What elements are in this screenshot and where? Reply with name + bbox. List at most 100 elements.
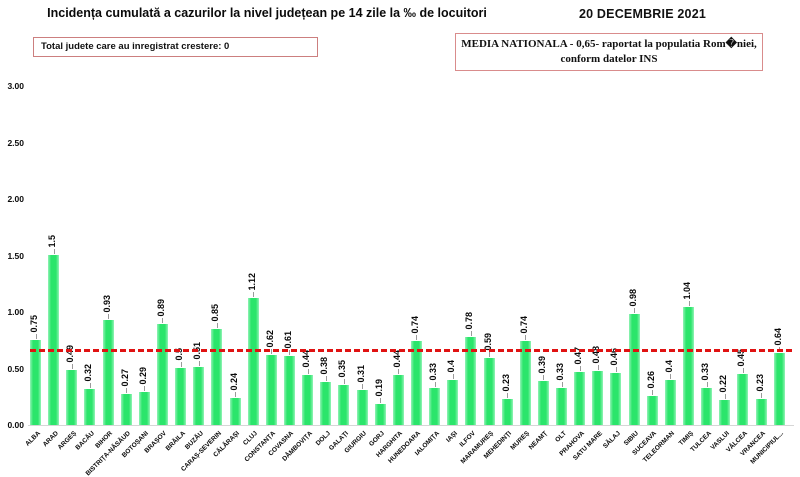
bar-botoșani <box>138 392 150 425</box>
bar-value-label: 0.44 <box>391 350 402 368</box>
bar-mureș <box>519 341 531 425</box>
y-tick-label: 2.50 <box>7 137 24 148</box>
bar-value-label: 0.39 <box>536 356 547 374</box>
bar-buzău <box>193 367 205 425</box>
bar-vâlcea <box>737 374 749 425</box>
value-leader-line <box>253 292 255 297</box>
value-leader-line <box>416 335 418 340</box>
value-leader-line <box>398 369 400 374</box>
bar-value-label: 0.4 <box>446 360 457 373</box>
bar-teleorman <box>664 380 676 425</box>
value-leader-line <box>525 335 527 340</box>
national-average-reference-line <box>30 349 792 352</box>
bar-value-label: 0.35 <box>337 360 348 378</box>
value-leader-line <box>706 382 708 387</box>
bar-value-label: 0.23 <box>754 374 765 392</box>
value-leader-line <box>489 352 490 357</box>
bar-value-label: 0.85 <box>210 304 221 322</box>
bar-value-label: 1.5 <box>47 235 58 248</box>
bar-călărași <box>229 398 241 425</box>
bar-prahova <box>574 372 586 425</box>
value-leader-line <box>543 375 545 380</box>
bar-vrancea <box>755 399 767 425</box>
bar-value-label: 0.62 <box>264 330 275 348</box>
y-tick-label: 2.00 <box>7 194 24 204</box>
bar-iași <box>447 380 459 425</box>
value-leader-line <box>470 331 472 336</box>
bar-value-label: 0.78 <box>464 312 475 330</box>
bar-value-label: 0.33 <box>700 363 711 381</box>
bar-value-label: 0.74 <box>518 316 529 334</box>
value-leader-line <box>71 364 73 369</box>
bar-value-label: 0.23 <box>500 374 511 392</box>
y-tick-label: 3.00 <box>7 81 24 91</box>
value-leader-line <box>198 361 200 366</box>
value-leader-line <box>325 376 327 381</box>
y-tick-label: 0.50 <box>7 363 24 374</box>
value-leader-line <box>579 366 581 371</box>
bar-dâmbovița <box>302 375 314 425</box>
bar-harghita <box>392 375 404 425</box>
value-leader-line <box>53 249 55 254</box>
value-leader-line <box>761 393 763 398</box>
bar-suceava <box>646 396 658 425</box>
bar-caraș-severin <box>211 329 223 425</box>
value-leader-line <box>452 374 454 379</box>
bar-timiș <box>683 307 695 425</box>
bar-gorj <box>374 404 386 425</box>
bar-galați <box>338 385 350 425</box>
bar-value-label: 0.45 <box>736 349 747 367</box>
value-leader-line <box>289 350 291 355</box>
value-leader-line <box>724 394 726 399</box>
value-leader-line <box>634 308 636 313</box>
value-leader-line <box>307 369 309 374</box>
bar-value-label: 0.27 <box>119 369 130 387</box>
bar-value-label: 0.74 <box>409 316 420 334</box>
bar-bistrița-năsăud <box>120 394 132 425</box>
value-leader-line <box>89 383 91 388</box>
bar-ilfov <box>465 337 477 425</box>
bar-brașov <box>156 324 168 425</box>
bar-value-label: 0.38 <box>319 357 330 375</box>
bar-value-label: 0.24 <box>228 373 239 391</box>
value-leader-line <box>144 386 146 391</box>
value-leader-line <box>180 362 182 367</box>
bar-satu mare <box>592 371 604 425</box>
value-leader-line <box>235 392 237 397</box>
growth-counties-text: Total judete care au inregistrat crester… <box>41 41 230 52</box>
value-leader-line <box>434 382 436 387</box>
bar-value-label: 0.29 <box>137 367 148 385</box>
bar-giurgiu <box>356 390 368 425</box>
bar-value-label: 0.64 <box>772 328 783 346</box>
value-leader-line <box>162 318 164 323</box>
bar-hunedoara <box>410 341 422 425</box>
bar-bihor <box>102 320 114 425</box>
national-average-box: MEDIA NATIONALA - 0,65- raportat la popu… <box>455 33 763 71</box>
bar-argeș <box>66 370 78 425</box>
value-leader-line <box>380 398 382 403</box>
y-tick-label: 1.00 <box>7 307 24 317</box>
value-leader-line <box>35 334 37 339</box>
bar-covasna <box>283 356 295 425</box>
value-leader-line <box>343 379 345 384</box>
value-leader-line <box>362 384 364 389</box>
bar-sibiu <box>628 314 640 425</box>
bar-sălaj <box>610 373 622 425</box>
bar-value-label: 0.44 <box>301 350 312 368</box>
bar-neamț <box>537 381 549 425</box>
national-average-line2: conform datelor INS <box>560 53 658 65</box>
value-leader-line <box>652 390 654 395</box>
value-leader-line <box>108 314 110 319</box>
y-tick-label: 0.00 <box>7 420 24 430</box>
bar-cluj <box>247 298 259 425</box>
bar-value-label: 0.98 <box>627 289 638 307</box>
bar-value-label: 1.04 <box>682 282 693 300</box>
growth-counties-box: Total judete care au inregistrat crester… <box>33 37 318 57</box>
value-leader-line <box>126 388 128 393</box>
bar-value-label: 0.32 <box>83 364 94 382</box>
bar-value-label: 0.61 <box>282 331 293 349</box>
value-leader-line <box>597 365 599 370</box>
bar-constanța <box>265 355 277 425</box>
bar-ialomița <box>429 388 441 425</box>
